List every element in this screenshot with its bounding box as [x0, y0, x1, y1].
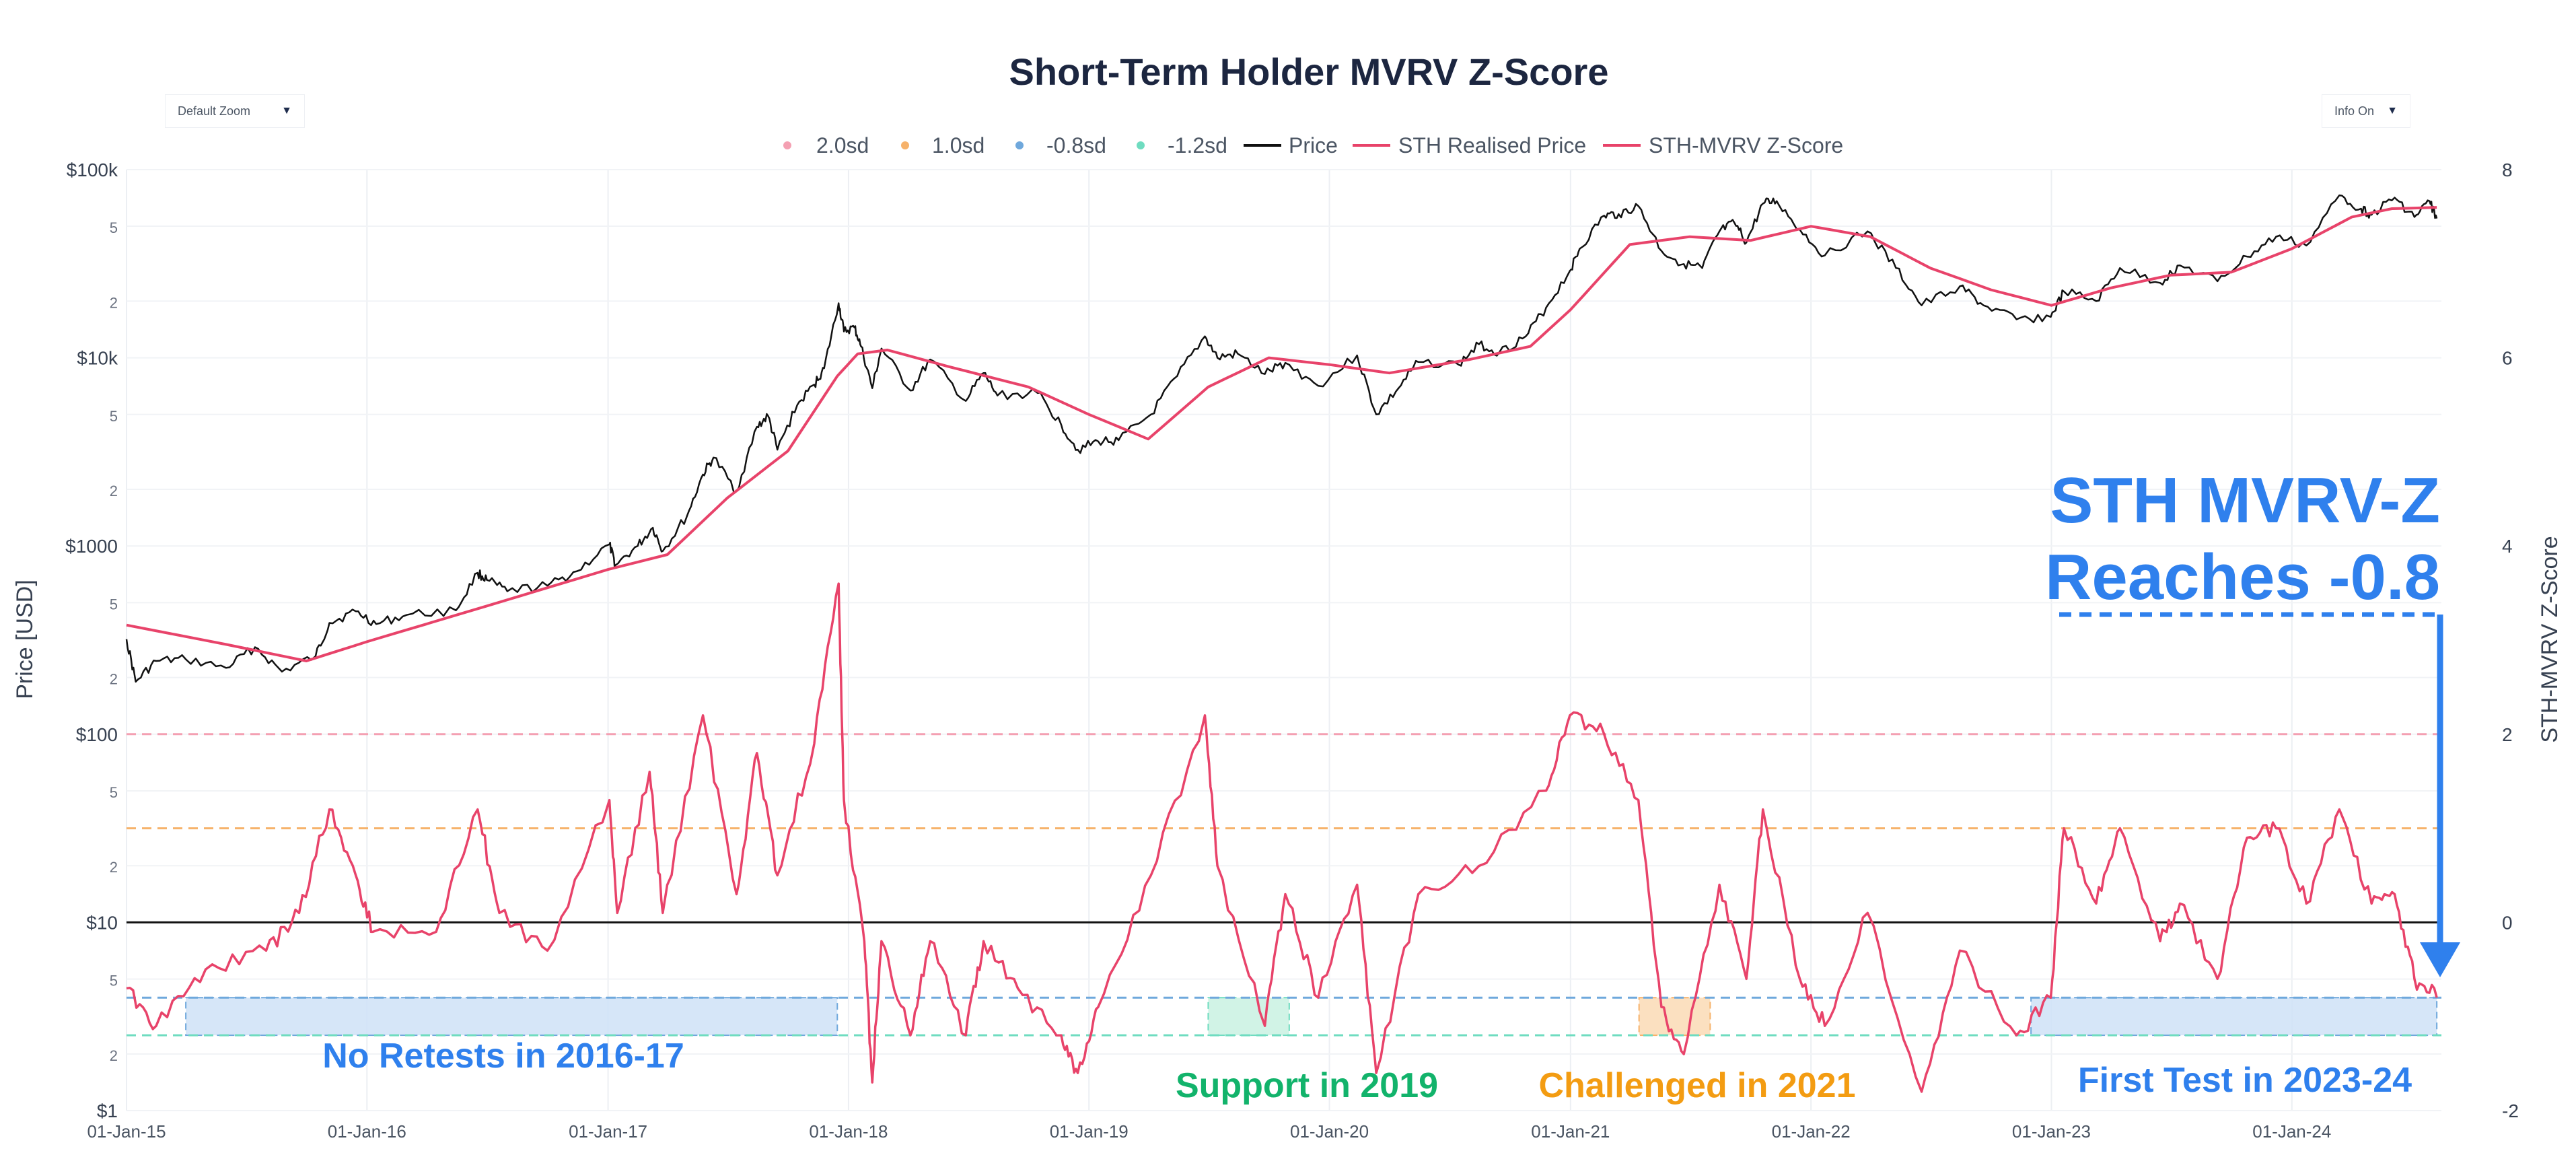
- axes: 01-Jan-15 01-Jan-16 01-Jan-17 01-Jan-18 01-J…: [12, 160, 2563, 1142]
- y-left-tick-label: 2: [110, 294, 118, 311]
- legend-item-label[interactable]: -1.2sd: [1168, 133, 1227, 158]
- y-right-tick-label: 8: [2502, 160, 2513, 180]
- legend-item-label[interactable]: STH-MVRV Z-Score: [1649, 133, 1843, 158]
- series-price: [125, 194, 2438, 683]
- chevron-down-icon: ▼: [281, 105, 292, 116]
- x-tick-label: 01-Jan-21: [1531, 1121, 1610, 1142]
- y-left-tick-label: $100k: [67, 160, 118, 180]
- highlight-box: [2030, 997, 2438, 1037]
- legend-item-label[interactable]: STH Realised Price: [1398, 133, 1586, 158]
- sd-lines: [127, 733, 2441, 1037]
- y-right-tick-label: -2: [2502, 1100, 2519, 1121]
- chevron-down-icon: ▼: [2387, 105, 2398, 116]
- series-sth-realised-price: [126, 206, 2437, 662]
- y-left-tick-label: 5: [110, 408, 118, 425]
- annotation-arrow-head: [2420, 942, 2460, 977]
- y-left-tick-label: 2: [110, 671, 118, 688]
- x-tick-label: 01-Jan-18: [809, 1121, 888, 1142]
- x-tick-label: 01-Jan-24: [2252, 1121, 2331, 1142]
- y-left-tick-label: $1000: [65, 536, 118, 557]
- legend-item-label[interactable]: Price: [1289, 133, 1338, 158]
- x-tick-label: 01-Jan-23: [2012, 1121, 2091, 1142]
- legend[interactable]: 2.0sd 1.0sd -0.8sd -1.2sd Price STH Realised …: [783, 133, 1843, 158]
- legend-item-label[interactable]: -0.8sd: [1046, 133, 1106, 158]
- highlight-box: [1638, 997, 1711, 1037]
- legend-item-label[interactable]: 2.0sd: [816, 133, 869, 158]
- y-right-axis-title: STH-MVRV Z-Score: [2537, 536, 2563, 742]
- y-right-tick-label: 2: [2502, 724, 2513, 745]
- x-tick-label: 01-Jan-22: [1772, 1121, 1851, 1142]
- y-left-tick-label: $100: [76, 724, 118, 745]
- annotation-headline-line2: Reaches -0.8: [2045, 541, 2440, 613]
- y-left-tick-label: $1: [97, 1100, 118, 1121]
- annotation-headline-line1: STH MVRV-Z: [2050, 464, 2440, 536]
- zoom-dropdown[interactable]: Default Zoom ▼: [165, 94, 305, 128]
- legend-marker: [1137, 141, 1145, 149]
- x-tick-label: 01-Jan-19: [1050, 1121, 1129, 1142]
- x-tick-label: 01-Jan-16: [328, 1121, 406, 1142]
- y-right-tick-label: 0: [2502, 912, 2513, 933]
- highlight-boxes: [185, 997, 2438, 1037]
- y-left-tick-label: 5: [110, 219, 118, 236]
- y-left-tick-label: $10: [86, 912, 118, 933]
- y-left-tick-label: 5: [110, 784, 118, 801]
- annotation-first-test: First Test in 2023-24: [2078, 1061, 2412, 1100]
- y-left-tick-label: 2: [110, 1047, 118, 1064]
- x-tick-label: 01-Jan-20: [1290, 1121, 1369, 1142]
- x-tick-label: 01-Jan-15: [87, 1121, 166, 1142]
- y-left-tick-label: 5: [110, 973, 118, 989]
- annotation-no-retests: No Retests in 2016-17: [322, 1037, 684, 1076]
- y-left-tick-label: $10k: [77, 348, 118, 369]
- annotations: No Retests in 2016-17 Support in 2019 Chal…: [322, 464, 2460, 1105]
- series: [125, 194, 2438, 1093]
- annotation-challenged: Challenged in 2021: [1538, 1066, 1855, 1105]
- zoom-dropdown-label: Default Zoom: [178, 104, 251, 118]
- y-right-tick-label: 6: [2502, 348, 2513, 369]
- annotation-support: Support in 2019: [1176, 1066, 1438, 1105]
- highlight-box: [1207, 997, 1290, 1037]
- legend-marker: [783, 141, 791, 149]
- y-left-tick-label: 2: [110, 859, 118, 876]
- legend-item-label[interactable]: 1.0sd: [932, 133, 985, 158]
- y-left-axis-title: Price [USD]: [12, 580, 38, 699]
- highlight-box: [185, 997, 838, 1037]
- y-left-tick-label: 5: [110, 596, 118, 612]
- grid: [126, 169, 2441, 1111]
- legend-marker: [901, 141, 909, 149]
- chart-title: Short-Term Holder MVRV Z-Score: [1009, 50, 1609, 93]
- x-tick-label: 01-Jan-17: [569, 1121, 647, 1142]
- y-right-tick-label: 4: [2502, 536, 2513, 557]
- series-sth-mvrv-z-score: [126, 582, 2438, 1093]
- info-dropdown[interactable]: Info On ▼: [2322, 94, 2410, 128]
- y-left-tick-label: 2: [110, 483, 118, 499]
- info-dropdown-label: Info On: [2334, 104, 2375, 118]
- legend-marker: [1015, 141, 1024, 149]
